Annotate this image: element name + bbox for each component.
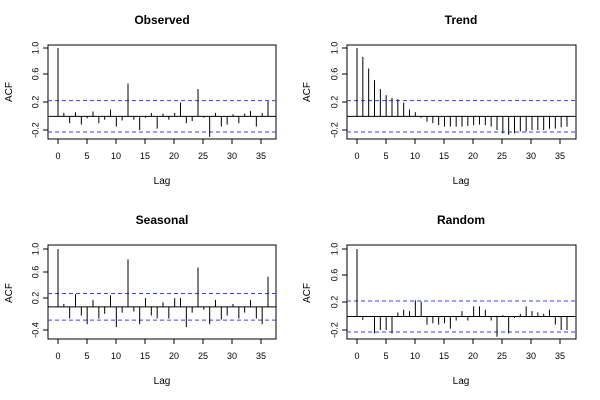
y-tick-label: 1.0 bbox=[329, 42, 339, 55]
y-ticks: -0.2 0.2 0.6 1.0 bbox=[329, 243, 347, 338]
y-tick-label: 0.2 bbox=[329, 96, 339, 109]
y-tick-label: 1.0 bbox=[329, 243, 339, 256]
acf-marks bbox=[48, 48, 276, 137]
y-tick-label: -0.2 bbox=[329, 122, 339, 138]
x-tick-label: 10 bbox=[410, 351, 420, 361]
y-tick-label: 0.6 bbox=[30, 68, 40, 81]
x-tick-label: 15 bbox=[439, 151, 449, 161]
x-axis-label: Lag bbox=[453, 176, 470, 187]
x-ticks: 0 5 10 15 20 25 30 35 bbox=[55, 139, 266, 161]
x-tick-label: 15 bbox=[140, 351, 150, 361]
x-tick-label: 30 bbox=[227, 351, 237, 361]
y-ticks: -0.2 0.2 0.6 1.0 bbox=[30, 42, 48, 138]
x-ticks: 0 5 10 15 20 25 30 35 bbox=[354, 139, 565, 161]
acf-marks bbox=[347, 48, 576, 135]
x-tick-label: 15 bbox=[140, 151, 150, 161]
x-tick-label: 15 bbox=[439, 351, 449, 361]
y-tick-label: 0.6 bbox=[329, 68, 339, 81]
x-axis-label: Lag bbox=[154, 376, 171, 387]
x-tick-label: 0 bbox=[354, 151, 359, 161]
x-tick-label: 5 bbox=[383, 351, 388, 361]
x-tick-label: 30 bbox=[227, 151, 237, 161]
y-tick-label: 0.6 bbox=[30, 266, 40, 279]
x-tick-label: 25 bbox=[497, 351, 507, 361]
panel-trend: Trend ACF Lag -0.2 0.2 0.6 1.0 0 5 10 15… bbox=[302, 13, 577, 187]
panel-title: Seasonal bbox=[136, 213, 189, 227]
x-tick-label: 0 bbox=[55, 351, 60, 361]
panel-observed: Observed ACF Lag -0.2 0.2 0.6 1.0 0 5 10… bbox=[4, 13, 277, 187]
x-tick-label: 20 bbox=[169, 351, 179, 361]
x-tick-label: 5 bbox=[84, 151, 89, 161]
y-axis-label: ACF bbox=[302, 82, 313, 102]
plot-frame bbox=[47, 44, 277, 140]
x-tick-label: 0 bbox=[55, 151, 60, 161]
y-tick-label: -0.2 bbox=[329, 322, 339, 338]
x-tick-label: 25 bbox=[198, 151, 208, 161]
y-axis-label: ACF bbox=[302, 283, 313, 303]
panel-title: Trend bbox=[445, 13, 478, 27]
plot-frame bbox=[346, 244, 577, 340]
y-axis-label: ACF bbox=[4, 283, 15, 303]
x-tick-label: 0 bbox=[354, 351, 359, 361]
y-ticks: -0.2 0.2 0.6 1.0 bbox=[329, 42, 347, 138]
y-ticks: -0.4 0.2 0.6 1.0 bbox=[30, 243, 48, 338]
x-tick-label: 35 bbox=[555, 351, 565, 361]
x-ticks: 0 5 10 15 20 25 30 35 bbox=[354, 339, 565, 361]
x-tick-label: 5 bbox=[84, 351, 89, 361]
acf-marks bbox=[48, 249, 276, 328]
x-tick-label: 25 bbox=[198, 351, 208, 361]
y-tick-label: 1.0 bbox=[30, 243, 40, 256]
y-tick-label: 0.2 bbox=[329, 296, 339, 309]
y-tick-label: 0.2 bbox=[30, 292, 40, 305]
x-tick-label: 10 bbox=[111, 351, 121, 361]
x-tick-label: 25 bbox=[497, 151, 507, 161]
y-tick-label: -0.4 bbox=[30, 322, 40, 338]
x-tick-label: 10 bbox=[111, 151, 121, 161]
acf-marks bbox=[347, 249, 576, 337]
x-tick-label: 20 bbox=[468, 151, 478, 161]
x-tick-label: 20 bbox=[468, 351, 478, 361]
panel-title: Random bbox=[437, 213, 485, 227]
y-axis-label: ACF bbox=[4, 82, 15, 102]
panel-title: Observed bbox=[134, 13, 189, 27]
x-tick-label: 10 bbox=[410, 151, 420, 161]
y-tick-label: 0.6 bbox=[329, 269, 339, 282]
plot-frame bbox=[346, 44, 577, 140]
panel-random: Random ACF Lag -0.2 0.2 0.6 1.0 0 5 10 1… bbox=[302, 213, 577, 387]
x-tick-label: 20 bbox=[169, 151, 179, 161]
plot-frame bbox=[47, 244, 277, 340]
x-ticks: 0 5 10 15 20 25 30 35 bbox=[55, 339, 266, 361]
x-tick-label: 30 bbox=[526, 151, 536, 161]
y-tick-label: 0.2 bbox=[30, 96, 40, 109]
panel-seasonal: Seasonal ACF Lag -0.4 0.2 0.6 1.0 0 5 10… bbox=[4, 213, 277, 387]
x-tick-label: 35 bbox=[555, 151, 565, 161]
x-axis-label: Lag bbox=[453, 376, 470, 387]
x-tick-label: 30 bbox=[526, 351, 536, 361]
x-tick-label: 5 bbox=[383, 151, 388, 161]
x-tick-label: 35 bbox=[256, 151, 266, 161]
x-axis-label: Lag bbox=[154, 176, 171, 187]
y-tick-label: 1.0 bbox=[30, 42, 40, 55]
x-tick-label: 35 bbox=[256, 351, 266, 361]
y-tick-label: -0.2 bbox=[30, 122, 40, 138]
